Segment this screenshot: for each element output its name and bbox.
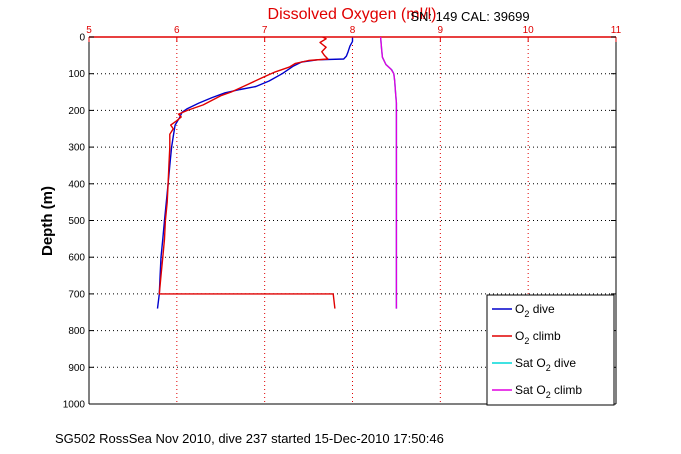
x-tick-label: 6	[174, 25, 180, 36]
series-line-0	[156, 37, 354, 309]
series-line-1	[158, 36, 336, 309]
legend-entry-1: O2 climb	[515, 329, 561, 346]
y-tick-label: 1000	[63, 400, 86, 411]
x-tick-label: 10	[523, 25, 535, 36]
y-axis-label: Depth (m)	[39, 186, 56, 256]
y-tick-label: 700	[68, 289, 85, 300]
x-tick-label: 11	[611, 25, 622, 36]
legend-entry-2: Sat O2 dive	[515, 356, 576, 373]
y-tick-label: 300	[68, 143, 85, 154]
y-tick-label: 200	[68, 106, 85, 117]
y-tick-label: 500	[68, 216, 85, 227]
series-line-3	[379, 36, 398, 309]
x-tick-label: 5	[86, 25, 92, 36]
x-tick-label: 8	[350, 25, 356, 36]
y-tick-label: 400	[68, 179, 85, 190]
y-tick-label: 800	[68, 326, 85, 337]
legend-box	[486, 294, 615, 406]
legend-entry-3: Sat O2 climb	[515, 383, 582, 400]
legend: O2 dive O2 climb Sat O2 dive Sat O2 climb	[486, 294, 615, 406]
y-tick-label: 0	[79, 33, 85, 44]
y-tick-label: 900	[68, 363, 85, 374]
y-tick-label: 600	[68, 253, 85, 264]
footer-caption: SG502 RossSea Nov 2010, dive 237 started…	[55, 431, 444, 446]
y-tick-label: 100	[68, 69, 85, 80]
sensor-info: SN: 149 CAL: 39699	[410, 9, 529, 24]
chart-title: Dissolved Oxygen (ml/l)	[268, 6, 437, 23]
series-lines	[156, 36, 398, 309]
x-tick-label: 9	[438, 25, 444, 36]
legend-entry-0: O2 dive	[515, 302, 555, 319]
x-tick-label: 7	[262, 25, 268, 36]
